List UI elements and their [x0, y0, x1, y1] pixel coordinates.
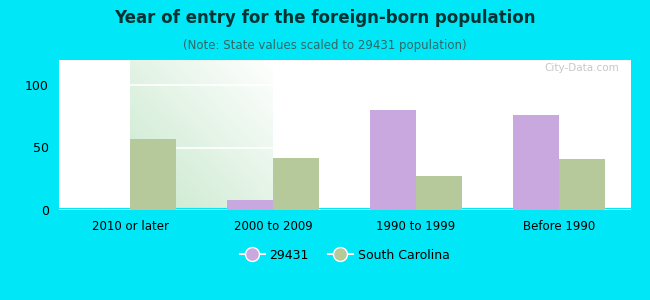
Text: City-Data.com: City-Data.com [544, 63, 619, 73]
Legend: 29431, South Carolina: 29431, South Carolina [235, 244, 454, 267]
Bar [227, 200, 273, 210]
Bar [370, 110, 416, 210]
Bar [416, 176, 462, 210]
Bar [513, 115, 559, 210]
Text: (Note: State values scaled to 29431 population): (Note: State values scaled to 29431 popu… [183, 39, 467, 52]
Text: Year of entry for the foreign-born population: Year of entry for the foreign-born popul… [114, 9, 536, 27]
Bar [273, 158, 318, 210]
Bar [130, 139, 176, 210]
Bar [559, 159, 604, 210]
